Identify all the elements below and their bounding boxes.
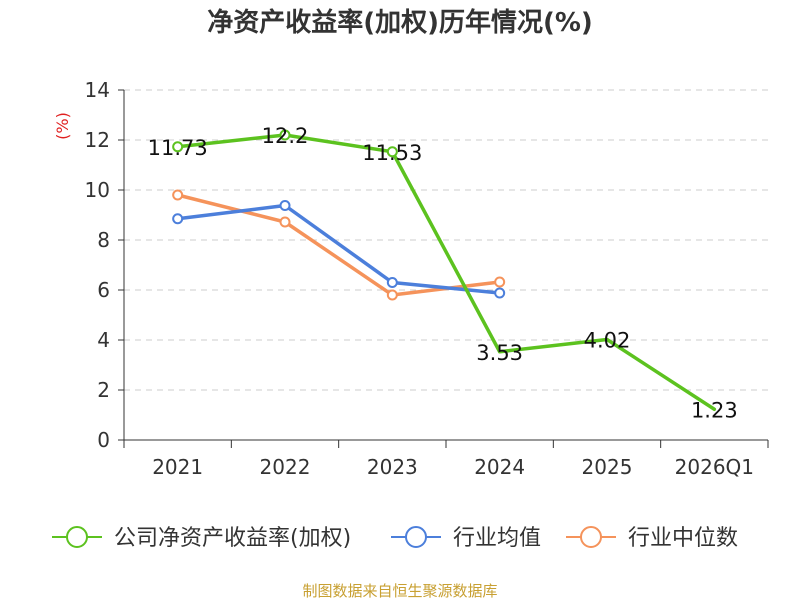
data-label: 1.23: [691, 398, 738, 422]
series-1-point: [386, 277, 398, 288]
series-2-point: [494, 276, 506, 288]
y-axis-unit: (%): [53, 112, 72, 140]
series-0-point: [279, 129, 291, 141]
y-tick-label: 10: [85, 178, 110, 202]
series-line-1: [175, 203, 502, 295]
x-tick-label: 2026Q1: [675, 455, 754, 479]
y-tick-label: 0: [97, 428, 110, 452]
data-labels: 11.73 12.2 11.53 3.53 4.02 1.23: [148, 124, 738, 422]
legend-swatch-marker-1: [405, 526, 427, 548]
grid-lines: [124, 89, 768, 391]
chart-title: 净资产收益率(加权)历年情况(%): [207, 7, 593, 38]
series-2-point: [386, 289, 398, 301]
series-line-0: [175, 133, 717, 411]
y-tick-label: 14: [85, 78, 110, 102]
legend-label-1: 行业均值: [453, 526, 541, 551]
legend[interactable]: 公司净资产收益率(加权) 行业均值 行业中位数: [52, 526, 738, 551]
source-note: 制图数据来自恒生聚源数据库: [302, 582, 497, 600]
axes: 0 2 4 6 8 10 12 14 2021 2022 2023 2024 2025 2026Q1: [85, 78, 769, 479]
x-tick-label: 2022: [260, 455, 311, 479]
y-tick-label: 4: [97, 328, 110, 352]
series-2-point: [172, 189, 184, 201]
series-2-point: [279, 216, 291, 228]
legend-label-2: 行业中位数: [628, 526, 738, 551]
series-lines: [172, 129, 717, 411]
series-1-point: [279, 200, 291, 211]
y-tick-label: 8: [97, 228, 110, 252]
data-label: 3.53: [476, 341, 523, 365]
series-0-point: [386, 146, 398, 158]
data-label: 11.53: [362, 141, 422, 165]
data-label: 12.2: [262, 124, 309, 148]
y-tick-label: 12: [85, 128, 110, 152]
series-1-point: [172, 213, 184, 225]
legend-swatch-marker-2: [580, 526, 602, 548]
series-0-point: [172, 141, 184, 153]
data-label: 4.02: [584, 329, 631, 353]
x-tick-label: 2023: [367, 455, 418, 479]
x-tick-label: 2021: [152, 455, 203, 479]
legend-swatch-marker-0: [66, 526, 88, 548]
y-tick-label: 6: [97, 278, 110, 302]
data-label: 11.73: [148, 136, 208, 160]
legend-label-0: 公司净资产收益率(加权): [114, 526, 351, 551]
y-tick-label: 2: [97, 378, 110, 402]
x-tick-label: 2025: [582, 455, 633, 479]
x-tick-label: 2024: [474, 455, 525, 479]
series-1-point: [494, 287, 506, 299]
